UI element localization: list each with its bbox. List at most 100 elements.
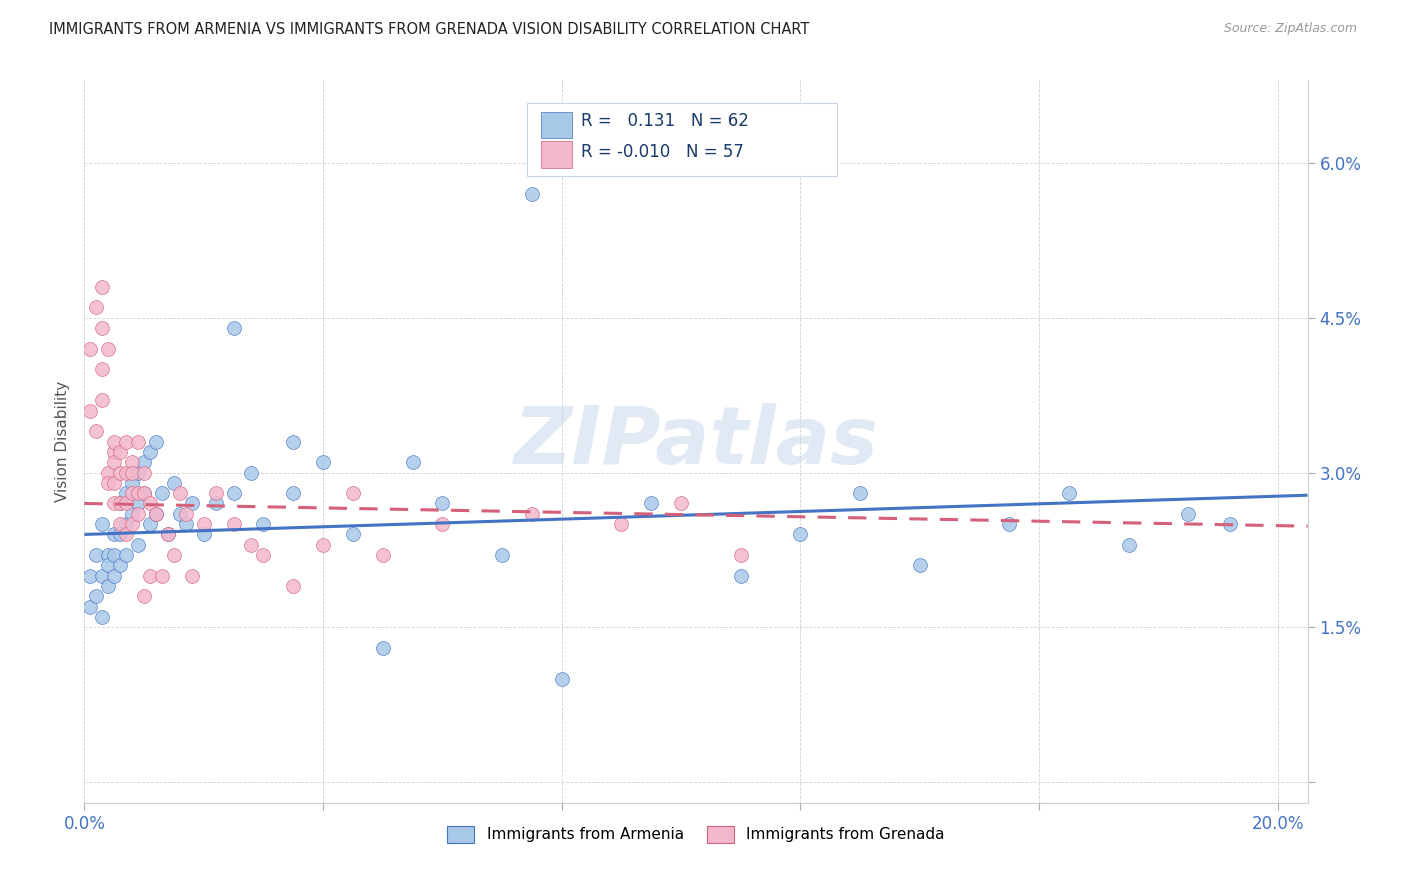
Point	[108, 466, 131, 480]
Point	[371, 640, 394, 655]
Point	[121, 466, 143, 480]
Point	[139, 445, 162, 459]
Point	[312, 538, 335, 552]
Point	[193, 527, 215, 541]
Point	[121, 455, 143, 469]
Point	[103, 568, 125, 582]
Point	[222, 517, 245, 532]
Point	[998, 517, 1021, 532]
Point	[204, 496, 226, 510]
Point	[252, 517, 274, 532]
Point	[139, 517, 162, 532]
Point	[91, 568, 114, 582]
Point	[139, 496, 162, 510]
Point	[127, 538, 149, 552]
Point	[163, 548, 186, 562]
Point	[1057, 486, 1080, 500]
Point	[127, 496, 149, 510]
Point	[520, 507, 543, 521]
Point	[342, 486, 364, 500]
Point	[180, 568, 202, 582]
Point	[156, 527, 179, 541]
Point	[222, 321, 245, 335]
Point	[115, 466, 138, 480]
Point	[132, 455, 155, 469]
Point	[240, 538, 263, 552]
Point	[169, 507, 191, 521]
Point	[789, 527, 811, 541]
Point	[79, 599, 101, 614]
Point	[730, 548, 752, 562]
Point	[103, 455, 125, 469]
Point	[145, 434, 167, 449]
Point	[193, 517, 215, 532]
Point	[145, 507, 167, 521]
Point	[97, 558, 120, 573]
Point	[174, 517, 197, 532]
Text: R =   0.131   N = 62: R = 0.131 N = 62	[581, 112, 748, 129]
Point	[132, 486, 155, 500]
Point	[283, 434, 305, 449]
Point	[240, 466, 263, 480]
Point	[640, 496, 662, 510]
Point	[97, 466, 120, 480]
Point	[115, 548, 138, 562]
Point	[103, 434, 125, 449]
Point	[103, 475, 125, 490]
Point	[121, 486, 143, 500]
Text: ZIPatlas: ZIPatlas	[513, 402, 879, 481]
Point	[132, 466, 155, 480]
Point	[121, 475, 143, 490]
Point	[432, 496, 454, 510]
Point	[79, 403, 101, 417]
Point	[91, 393, 114, 408]
Point	[849, 486, 872, 500]
Point	[127, 486, 149, 500]
Point	[222, 486, 245, 500]
Point	[283, 486, 305, 500]
Point	[103, 496, 125, 510]
Point	[169, 486, 191, 500]
Point	[1118, 538, 1140, 552]
Legend: Immigrants from Armenia, Immigrants from Grenada: Immigrants from Armenia, Immigrants from…	[441, 820, 950, 849]
Point	[108, 517, 131, 532]
Point	[312, 455, 335, 469]
Point	[91, 279, 114, 293]
Y-axis label: Vision Disability: Vision Disability	[55, 381, 70, 502]
Point	[84, 590, 107, 604]
Point	[520, 186, 543, 201]
Point	[139, 568, 162, 582]
Point	[97, 342, 120, 356]
Point	[84, 301, 107, 315]
Point	[180, 496, 202, 510]
Point	[204, 486, 226, 500]
Point	[150, 568, 173, 582]
Point	[84, 548, 107, 562]
Point	[432, 517, 454, 532]
Text: Source: ZipAtlas.com: Source: ZipAtlas.com	[1223, 22, 1357, 36]
Point	[97, 579, 120, 593]
Point	[115, 486, 138, 500]
Point	[103, 527, 125, 541]
Point	[121, 507, 143, 521]
Point	[108, 496, 131, 510]
Point	[252, 548, 274, 562]
Text: R = -0.010   N = 57: R = -0.010 N = 57	[581, 143, 744, 161]
Point	[97, 475, 120, 490]
Point	[115, 527, 138, 541]
Point	[132, 590, 155, 604]
Point	[145, 507, 167, 521]
Point	[103, 445, 125, 459]
Point	[491, 548, 513, 562]
Point	[371, 548, 394, 562]
Point	[401, 455, 423, 469]
Point	[91, 362, 114, 376]
Point	[908, 558, 931, 573]
Point	[91, 610, 114, 624]
Point	[342, 527, 364, 541]
Point	[127, 507, 149, 521]
Point	[551, 672, 574, 686]
Point	[79, 342, 101, 356]
Point	[79, 568, 101, 582]
Point	[97, 548, 120, 562]
